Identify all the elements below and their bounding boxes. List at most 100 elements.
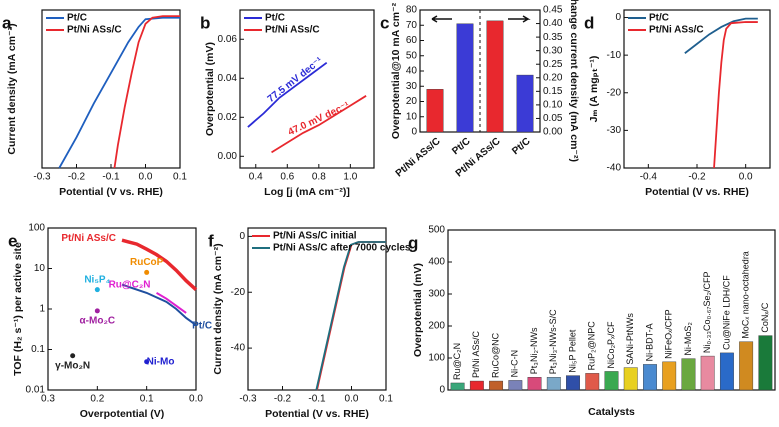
x-tick-label: Pt/C (450, 136, 472, 157)
x-tick-label: -0.2 (688, 172, 706, 183)
bar-label: Ru@C₂N (452, 343, 462, 380)
data-line (247, 61, 328, 128)
bar-label: RuP₂@NPC (587, 321, 597, 371)
legend-label: Pt/Ni ASs/C (67, 25, 122, 36)
x-tick-label: Pt/C (510, 136, 532, 157)
y-axis-label: Overpotential (mV) (204, 42, 216, 136)
panel-letter: a (2, 13, 12, 32)
y-tick-label: 0.06 (218, 34, 238, 45)
bar (546, 377, 561, 391)
panel-letter: b (200, 13, 210, 32)
y2-tick-label: 0.40 (543, 18, 563, 29)
bar-label: Cu@NiFe LDH/CF (721, 275, 731, 350)
x-tick-label: -0.4 (640, 172, 658, 183)
x-axis-label: Overpotential (V) (80, 408, 165, 420)
bar (566, 375, 580, 391)
point-label: Ru@C₂N (109, 280, 151, 291)
y-tick-label: 20 (406, 96, 418, 107)
legend-label: Pt/Ni ASs/C initial (273, 231, 357, 242)
x-axis-label: Catalysts (588, 406, 635, 418)
y-tick-label: 100 (428, 353, 445, 364)
bar (681, 358, 696, 391)
y-tick-label: 0.04 (218, 73, 238, 84)
y2-tick-label: 0.35 (543, 32, 563, 43)
y-tick-label: 100 (28, 223, 45, 234)
x-tick-label: 0.6 (280, 172, 294, 183)
y2-tick-label: 0.45 (543, 5, 563, 16)
y-axis-label: Current density (mA cm⁻²) (6, 23, 18, 154)
bar (700, 355, 715, 391)
y-tick-label: 0.00 (218, 151, 238, 162)
bar-label: SANi-PtNWs (625, 313, 635, 365)
y-tick-label: 200 (428, 321, 445, 332)
bar (426, 89, 444, 133)
bar-label: NiCo₂Pₓ/CF (606, 321, 616, 368)
bar (486, 20, 504, 133)
y-tick-label: -40 (231, 343, 246, 354)
panel-letter: f (208, 231, 214, 250)
x-tick-label: 0.2 (90, 394, 104, 405)
slope-annotation: 77.5 mV dec⁻¹ (266, 55, 326, 105)
point-label: Ni-Mo (147, 356, 175, 367)
y-tick-label: 0 (615, 12, 621, 23)
y2-tick-label: 0.00 (543, 127, 563, 138)
data-line (271, 95, 367, 154)
y-axis-label: Jₘ (A mgₚₜ⁻¹) (588, 56, 600, 123)
bar (643, 364, 657, 391)
data-line (316, 241, 386, 391)
y-tick-label: -10 (607, 50, 622, 61)
y-tick-label: 0.1 (31, 344, 45, 355)
point-label: γ-Mo₂N (55, 360, 90, 371)
bar (450, 382, 465, 391)
bar (469, 380, 484, 391)
data-point (94, 287, 100, 293)
bar (456, 23, 474, 133)
bar (527, 377, 542, 391)
bar (739, 341, 754, 391)
data-point (70, 353, 76, 359)
x-tick-label: 0.8 (312, 172, 326, 183)
slope-annotation: 47.0 mV dec⁻¹ (286, 100, 351, 138)
plot-frame (239, 9, 375, 169)
data-point (144, 269, 150, 275)
bar-label: Ni-MoS₂ (683, 322, 693, 356)
y-tick-label: 0 (239, 231, 245, 242)
x-axis-label: Log [j (mA cm⁻²)] (264, 186, 350, 198)
bar-label: RuCo@NC (490, 332, 500, 378)
x-tick-label: Pt/Ni ASs/C (394, 136, 443, 180)
bar-label: NiFeOₓ/CFP (664, 309, 674, 358)
y-tick-label: -30 (607, 125, 622, 136)
data-line (113, 15, 180, 169)
bar-label: MoCₓ nano-octahedra (741, 251, 751, 339)
y2-tick-label: 0.20 (543, 72, 563, 83)
data-point (94, 308, 100, 314)
y-tick-label: 1 (39, 304, 45, 315)
y-tick-label: 0.01 (26, 385, 46, 396)
y-axis-label: Overpotential (mV) (412, 263, 424, 357)
bar-label: Ni₅P Pellet (567, 329, 577, 372)
y-tick-label: 500 (428, 225, 445, 236)
y-tick-label: 60 (406, 35, 418, 46)
legend-label: Pt/Ni ASs/C (265, 25, 320, 36)
x-tick-label: 0.0 (189, 394, 203, 405)
legend-label: Pt/C (67, 13, 87, 24)
y-tick-label: 70 (406, 20, 418, 31)
y-tick-label: 50 (406, 50, 418, 61)
bar (585, 373, 600, 391)
data-curve (121, 238, 198, 291)
y-tick-label: -20 (231, 287, 246, 298)
data-line (684, 17, 758, 54)
point-label: RuCoP (130, 257, 164, 268)
data-curve (121, 283, 197, 326)
y-tick-label: -40 (607, 163, 622, 174)
panel-letter: c (380, 13, 389, 32)
bar (719, 352, 734, 391)
x-tick-label: -0.3 (239, 394, 257, 405)
x-tick-label: 0.1 (140, 394, 154, 405)
data-curve (156, 292, 187, 314)
legend-label: Pt/Ni ASs/C after 7000 cycles (273, 243, 411, 254)
x-axis-label: Potential (V vs. RHE) (645, 186, 749, 198)
point-label: Ni₅P₄ (84, 274, 110, 285)
data-line (713, 21, 758, 169)
